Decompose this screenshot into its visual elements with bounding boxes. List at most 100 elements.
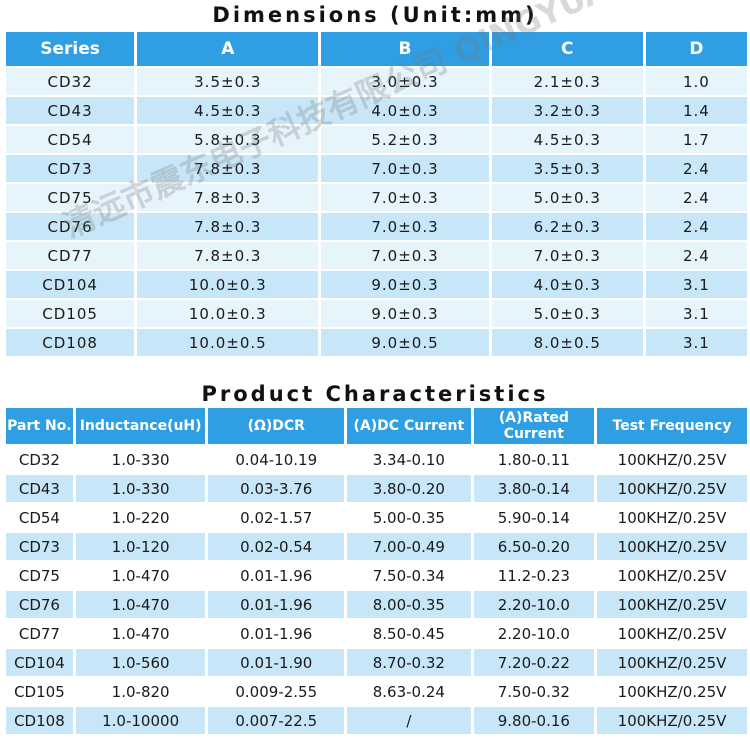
dim-cell: 5.2±0.3 xyxy=(321,126,489,153)
dim-cell: 7.8±0.3 xyxy=(137,155,319,182)
dim-cell: CD73 xyxy=(6,155,135,182)
pc-cell: 100KHZ/0.25V xyxy=(597,649,747,676)
pc-header-rated-current: (A)Rated Current xyxy=(473,408,595,444)
characteristics-body: CD32 1.0-330 0.04-10.19 3.34-0.10 1.80-0.11 1… xyxy=(6,446,747,734)
dim-cell: 3.1 xyxy=(645,271,747,298)
dim-cell: 3.5±0.3 xyxy=(491,155,643,182)
pc-cell: 100KHZ/0.25V xyxy=(597,504,747,531)
table-row: CD43 4.5±0.3 4.0±0.3 3.2±0.3 1.4 xyxy=(6,97,747,124)
table-row: CD77 7.8±0.3 7.0±0.3 7.0±0.3 2.4 xyxy=(6,242,747,269)
table-row: CD105 10.0±0.3 9.0±0.3 5.0±0.3 3.1 xyxy=(6,300,747,327)
pc-cell: 1.80-0.11 xyxy=(473,446,595,473)
characteristics-title: Product Characteristics xyxy=(201,382,549,406)
pc-cell: 1.0-820 xyxy=(75,678,206,705)
dim-cell: 3.1 xyxy=(645,300,747,327)
pc-cell: 8.50-0.45 xyxy=(347,620,471,647)
pc-cell: 8.00-0.35 xyxy=(347,591,471,618)
pc-cell: CD54 xyxy=(6,504,73,531)
dim-cell: 6.2±0.3 xyxy=(491,213,643,240)
dim-cell: CD43 xyxy=(6,97,135,124)
pc-cell: CD108 xyxy=(6,707,73,734)
dim-cell: 2.4 xyxy=(645,242,747,269)
pc-cell: 1.0-330 xyxy=(75,475,206,502)
dim-cell: CD104 xyxy=(6,271,135,298)
pc-cell: 1.0-560 xyxy=(75,649,206,676)
pc-cell: 0.01-1.90 xyxy=(208,649,345,676)
dimensions-table: Series A B C D CD32 3.5±0.3 3.0±0.3 2.1±0.3… xyxy=(3,30,750,358)
dim-cell: 1.7 xyxy=(645,126,747,153)
pc-cell: 1.0-120 xyxy=(75,533,206,560)
dim-cell: 4.5±0.3 xyxy=(491,126,643,153)
dim-cell: 7.0±0.3 xyxy=(321,213,489,240)
pc-cell: 11.2-0.23 xyxy=(473,562,595,589)
pc-cell: CD32 xyxy=(6,446,73,473)
pc-cell: 3.80-0.20 xyxy=(347,475,471,502)
table-row: CD75 7.8±0.3 7.0±0.3 5.0±0.3 2.4 xyxy=(6,184,747,211)
dim-cell: CD77 xyxy=(6,242,135,269)
pc-cell: 1.0-470 xyxy=(75,562,206,589)
dim-cell: 4.5±0.3 xyxy=(137,97,319,124)
pc-cell: 2.20-10.0 xyxy=(473,591,595,618)
pc-cell: 0.02-0.54 xyxy=(208,533,345,560)
pc-cell: 0.009-2.55 xyxy=(208,678,345,705)
dim-cell: 2.4 xyxy=(645,155,747,182)
pc-cell: 100KHZ/0.25V xyxy=(597,475,747,502)
dimensions-header-row: Series A B C D xyxy=(6,32,747,66)
pc-cell: 1.0-470 xyxy=(75,591,206,618)
pc-cell: 6.50-0.20 xyxy=(473,533,595,560)
pc-cell: 0.02-1.57 xyxy=(208,504,345,531)
table-row: CD54 5.8±0.3 5.2±0.3 4.5±0.3 1.7 xyxy=(6,126,747,153)
dim-cell: CD75 xyxy=(6,184,135,211)
pc-cell: CD104 xyxy=(6,649,73,676)
pc-cell: 100KHZ/0.25V xyxy=(597,562,747,589)
table-row: CD76 7.8±0.3 7.0±0.3 6.2±0.3 2.4 xyxy=(6,213,747,240)
dim-cell: 1.0 xyxy=(645,68,747,95)
pc-header-part-no: Part No. xyxy=(6,408,73,444)
table-row: CD105 1.0-820 0.009-2.55 8.63-0.24 7.50-0.32… xyxy=(6,678,747,705)
pc-cell: CD43 xyxy=(6,475,73,502)
table-row: CD32 3.5±0.3 3.0±0.3 2.1±0.3 1.0 xyxy=(6,68,747,95)
dim-cell: 9.0±0.3 xyxy=(321,271,489,298)
pc-cell: 7.50-0.32 xyxy=(473,678,595,705)
pc-cell: 9.80-0.16 xyxy=(473,707,595,734)
pc-header-inductance: Inductance(uH) xyxy=(75,408,206,444)
table-row: CD104 1.0-560 0.01-1.90 8.70-0.32 7.20-0.22 1… xyxy=(6,649,747,676)
dim-header-series: Series xyxy=(6,32,135,66)
dim-header-a: A xyxy=(137,32,319,66)
dim-header-c: C xyxy=(491,32,643,66)
dimensions-body: CD32 3.5±0.3 3.0±0.3 2.1±0.3 1.0 CD43 4.5±0.3 4… xyxy=(6,68,747,356)
dim-cell: 10.0±0.3 xyxy=(137,300,319,327)
pc-cell: 100KHZ/0.25V xyxy=(597,707,747,734)
pc-cell: 7.50-0.34 xyxy=(347,562,471,589)
pc-cell: 1.0-470 xyxy=(75,620,206,647)
table-row: CD73 7.8±0.3 7.0±0.3 3.5±0.3 2.4 xyxy=(6,155,747,182)
table-row: CD73 1.0-120 0.02-0.54 7.00-0.49 6.50-0.20 10… xyxy=(6,533,747,560)
pc-cell: 3.80-0.14 xyxy=(473,475,595,502)
pc-cell: 7.20-0.22 xyxy=(473,649,595,676)
dim-cell: 7.0±0.3 xyxy=(321,184,489,211)
pc-cell: 3.34-0.10 xyxy=(347,446,471,473)
table-row: CD104 10.0±0.3 9.0±0.3 4.0±0.3 3.1 xyxy=(6,271,747,298)
pc-cell: 8.70-0.32 xyxy=(347,649,471,676)
dim-header-d: D xyxy=(645,32,747,66)
pc-header-dcr: (Ω)DCR xyxy=(208,408,345,444)
table-row: CD77 1.0-470 0.01-1.96 8.50-0.45 2.20-10.0 10… xyxy=(6,620,747,647)
pc-cell: 0.007-22.5 xyxy=(208,707,345,734)
pc-header-test-frequency: Test Frequency xyxy=(597,408,747,444)
pc-cell: 100KHZ/0.25V xyxy=(597,591,747,618)
dim-cell: 2.1±0.3 xyxy=(491,68,643,95)
pc-cell: 100KHZ/0.25V xyxy=(597,678,747,705)
pc-cell: 0.01-1.96 xyxy=(208,562,345,589)
pc-cell: 1.0-330 xyxy=(75,446,206,473)
dim-cell: 8.0±0.5 xyxy=(491,329,643,356)
dim-cell: 9.0±0.5 xyxy=(321,329,489,356)
dim-cell: 3.2±0.3 xyxy=(491,97,643,124)
dim-cell: 7.0±0.3 xyxy=(491,242,643,269)
dim-header-b: B xyxy=(321,32,489,66)
pc-cell: CD73 xyxy=(6,533,73,560)
dim-cell: CD32 xyxy=(6,68,135,95)
dim-cell: 1.4 xyxy=(645,97,747,124)
pc-cell: / xyxy=(347,707,471,734)
dim-cell: 2.4 xyxy=(645,213,747,240)
dim-cell: 5.0±0.3 xyxy=(491,184,643,211)
